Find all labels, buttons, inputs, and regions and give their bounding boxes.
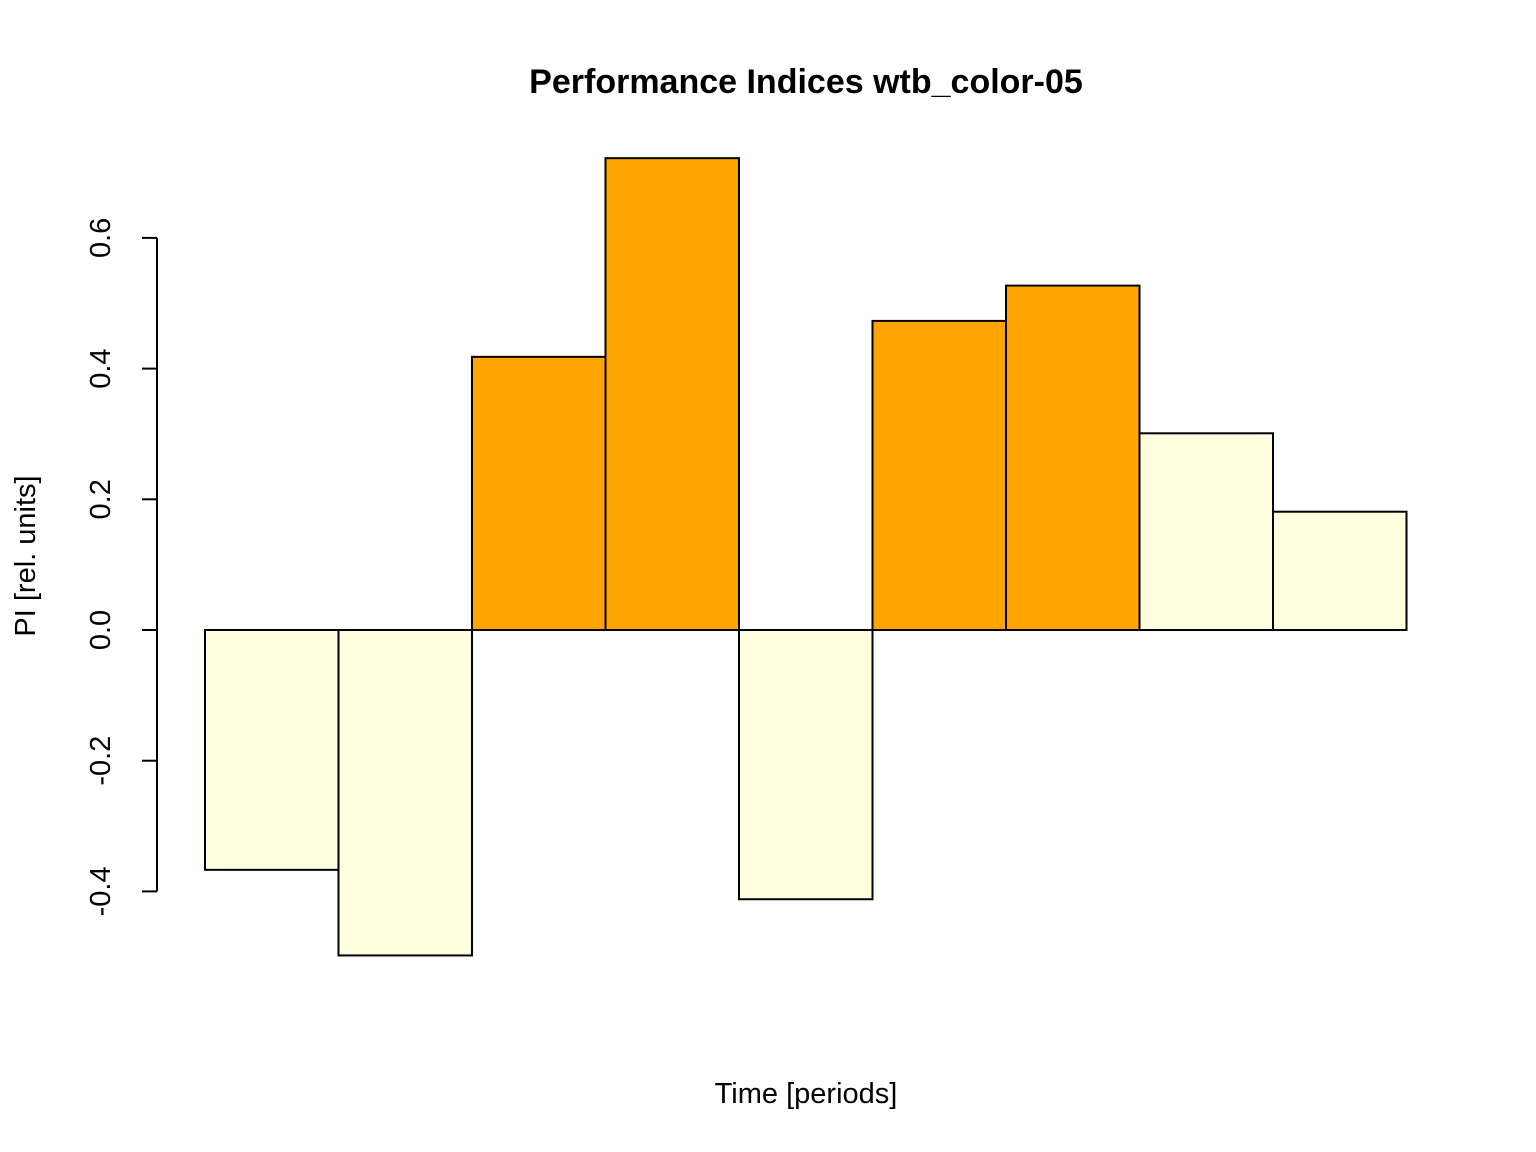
y-tick-label: 0.2 [85, 479, 117, 519]
y-tick-label: 0.6 [85, 218, 117, 258]
bar-1 [204, 629, 340, 871]
bar-3 [471, 355, 607, 631]
x-axis-label: Time [periods] [715, 1078, 898, 1110]
y-axis-label: PI [rel. units] [10, 475, 42, 636]
bar-8 [1138, 432, 1274, 632]
bars-group [204, 157, 1408, 957]
y-tick-label: 0.0 [85, 610, 117, 650]
y-axis: -0.4 -0.2 0.0 0.2 0.4 0.6 [85, 218, 158, 916]
bar-9 [1272, 510, 1408, 631]
y-tick-label: 0.4 [85, 348, 117, 388]
bar-7 [1005, 284, 1141, 631]
bar-4 [604, 157, 740, 631]
y-tick-label: -0.4 [85, 866, 117, 916]
bar-6 [871, 319, 1007, 631]
bar-5 [738, 629, 874, 901]
chart-title: Performance Indices wtb_color-05 [529, 63, 1083, 101]
y-tick-label: -0.2 [85, 736, 117, 786]
bar-2 [337, 629, 473, 957]
